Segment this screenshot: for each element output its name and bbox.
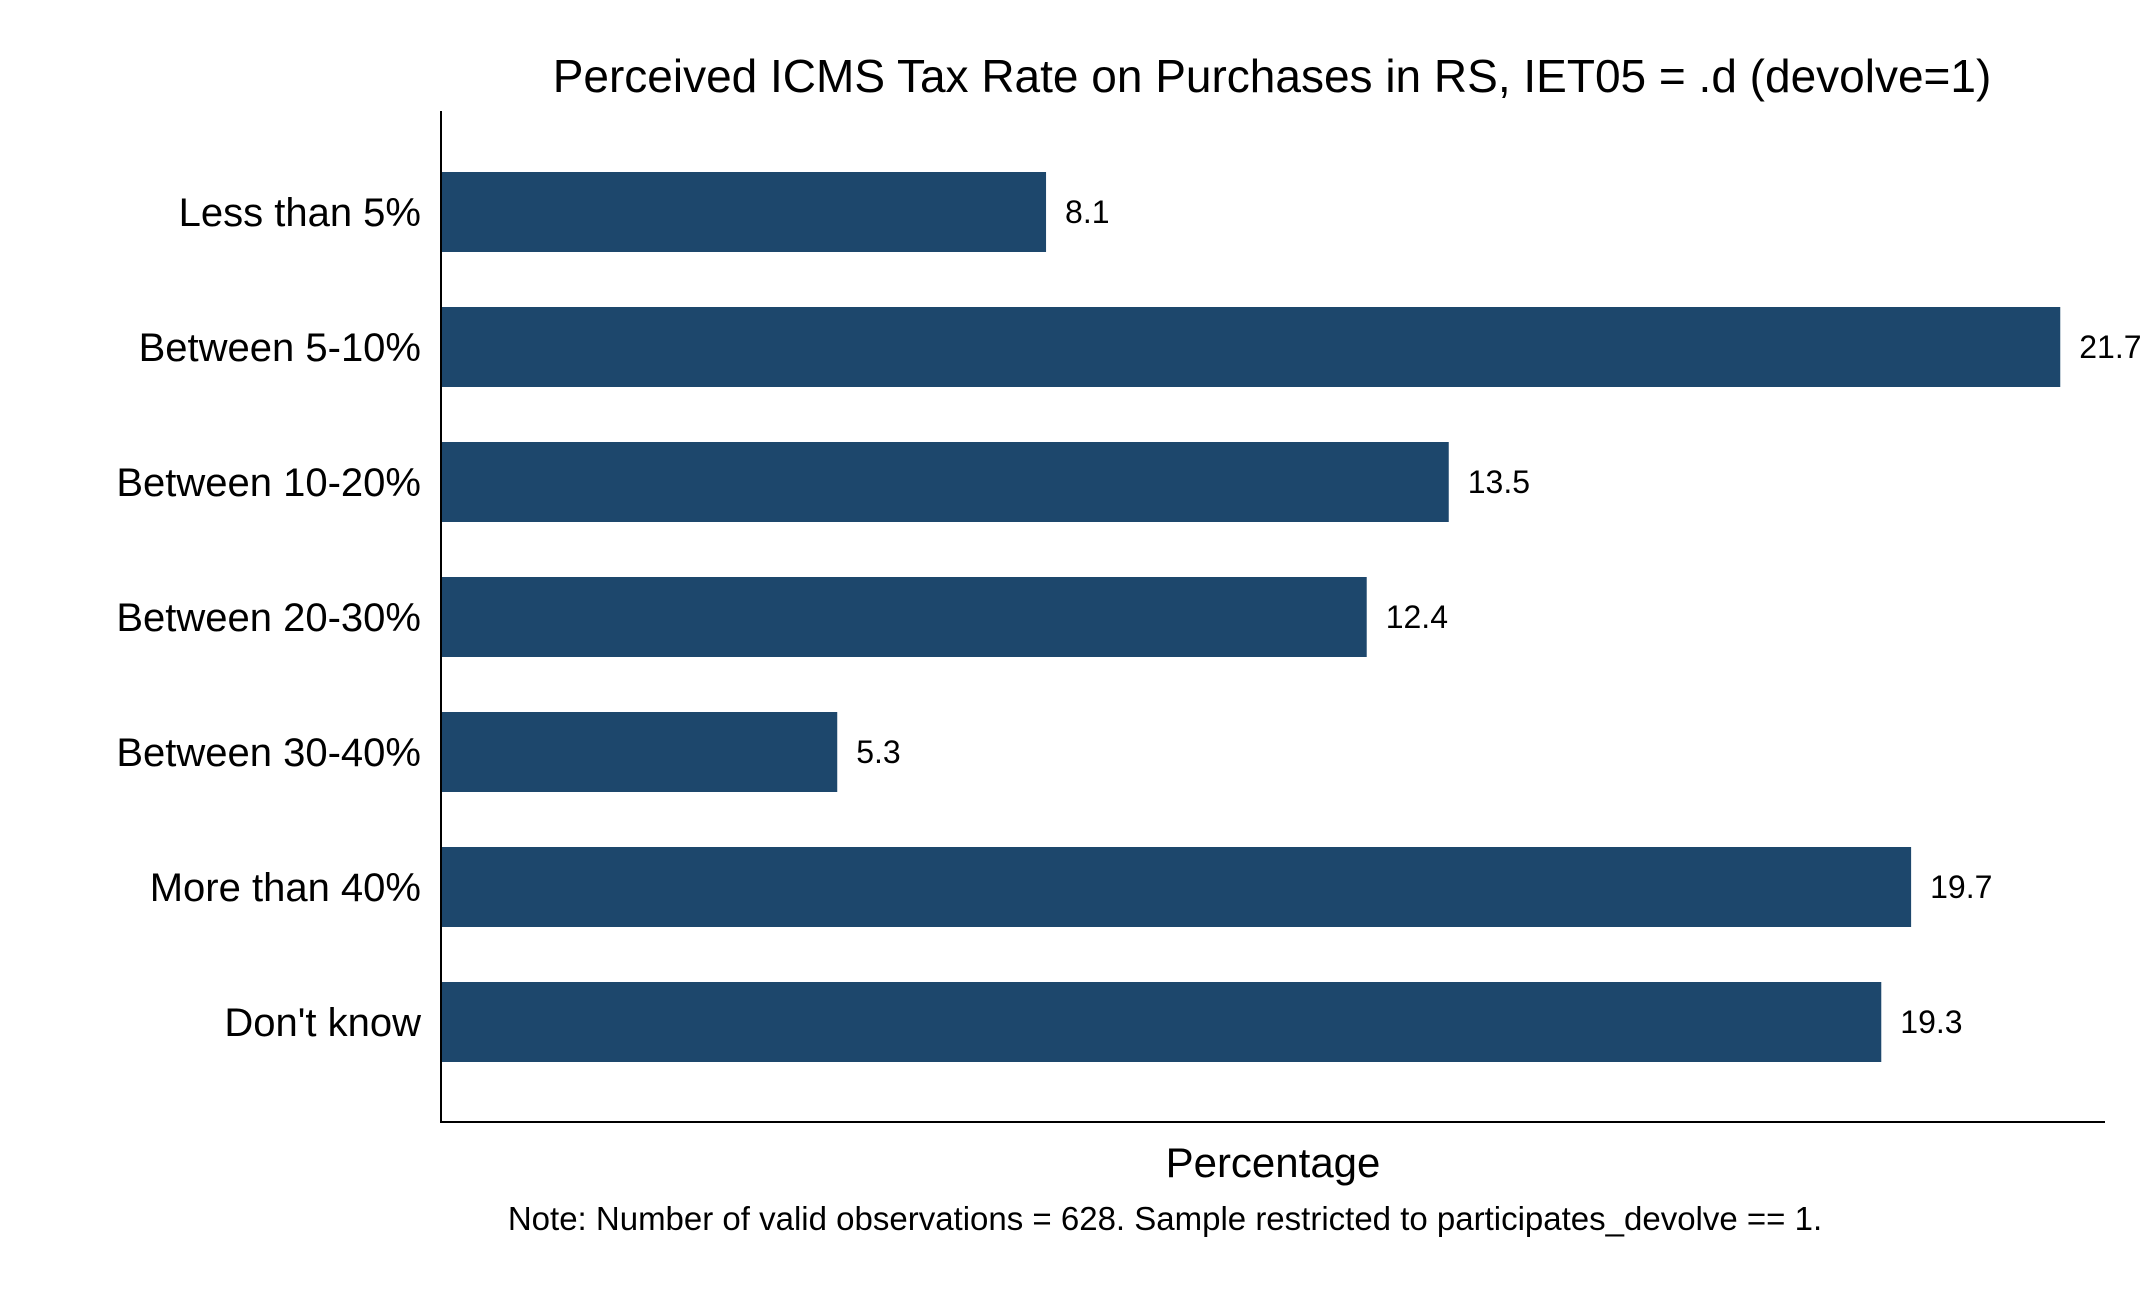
value-label: 5.3 [856,734,900,770]
value-label: 13.5 [1468,464,1530,500]
value-label: 12.4 [1386,599,1448,635]
category-label: More than 40% [150,866,421,910]
bars-group: Less than 5% 8.1 Between 5-10% 21.7 Between … [116,172,2142,1062]
x-axis-label: Percentage [1166,1139,1381,1186]
category-label: Between 30-40% [116,731,421,775]
category-label: Between 10-20% [116,461,421,505]
category-label: Less than 5% [179,191,421,235]
bar-2 [442,307,2061,387]
bar-6 [442,847,1912,927]
bar-5 [442,712,838,792]
value-label: 21.7 [2079,329,2141,365]
bar-3 [442,442,1449,522]
bar-4 [442,577,1367,657]
value-label: 8.1 [1065,194,1109,230]
value-label: 19.3 [1900,1004,1962,1040]
value-label: 19.7 [1930,869,1992,905]
bar-7 [442,982,1882,1062]
bar-1 [442,172,1047,252]
category-label: Between 20-30% [116,596,421,640]
category-label: Don't know [224,1001,421,1045]
chart-title: Perceived ICMS Tax Rate on Purchases in … [553,50,1992,102]
chart-note: Note: Number of valid observations = 628… [508,1200,1822,1237]
category-label: Between 5-10% [139,326,421,370]
